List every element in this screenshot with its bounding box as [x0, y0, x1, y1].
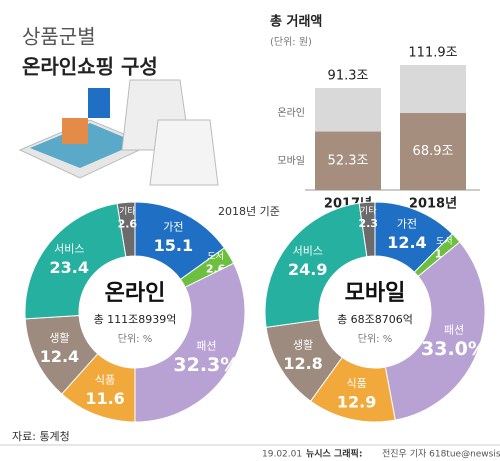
category-label: 기타 [119, 206, 136, 217]
value-label: 2.6 [118, 217, 138, 230]
donut-slice [264, 202, 368, 328]
value-label: 15.1 [154, 236, 193, 255]
legend-label: 모바일 [277, 155, 305, 167]
value-label: 68.9조 [413, 144, 454, 159]
category-label: 식품 [95, 373, 115, 386]
value-label: 12.8 [283, 354, 322, 373]
credit: 전진우 기자 618tue@newsis.com [382, 449, 500, 460]
note: 2018년 기준 [218, 205, 280, 218]
title-line2: 온라인쇼핑 구성 [22, 55, 158, 79]
date: 19.02.01 [262, 450, 302, 460]
bar [400, 113, 466, 190]
category-label: 패션 [444, 324, 464, 337]
agency: 뉴시스 그래픽: [306, 448, 362, 460]
category-label: 기타 [360, 206, 377, 217]
category-label: 서비스 [54, 243, 84, 256]
value-label: 2.3 [358, 217, 378, 230]
category-label: 패션 [196, 339, 216, 352]
title-line1: 상품군별 [22, 25, 96, 49]
bar [315, 131, 381, 190]
donut-slice [24, 202, 127, 320]
value-label: 12.4 [387, 233, 426, 252]
value-label: 12.9 [337, 392, 376, 411]
donut-unit: 단위: % [118, 332, 152, 345]
donut-slice [384, 241, 486, 421]
category-label: 서비스 [293, 245, 323, 258]
category-label: 가전 [397, 217, 417, 230]
value-label: 111.9조 [408, 46, 457, 61]
donut-title: 온라인 [105, 281, 166, 306]
donut-subtitle: 총 68조8706억 [337, 313, 413, 326]
donut-slice [116, 201, 136, 258]
value-label: 33.0% [421, 338, 487, 360]
donut-center [80, 257, 190, 367]
category-label: 도서 [436, 236, 453, 247]
value-label: 24.9 [288, 260, 327, 279]
illustration [18, 79, 219, 186]
value-label: 91.3조 [328, 69, 369, 84]
legend-label: 온라인 [277, 107, 305, 119]
source: 자료: 통계청 [12, 430, 70, 443]
bar-title: 총 거래액 [270, 14, 322, 30]
category-label: 생활 [293, 337, 313, 351]
donut-slice [134, 262, 246, 423]
value-label: 23.4 [50, 258, 89, 277]
donut-title: 모바일 [345, 281, 406, 306]
donut-subtitle: 총 111조8939억 [94, 313, 177, 326]
category-label: 생활 [49, 331, 69, 345]
value-label: 52.3조 [328, 153, 369, 168]
category-label: 도서 [207, 251, 224, 262]
donut-unit: 단위: % [358, 332, 392, 345]
value-label: 11.6 [85, 389, 124, 408]
donut-slice [358, 201, 376, 258]
donut-center [320, 257, 430, 367]
category-label: 가전 [163, 220, 183, 233]
value-label: 32.3% [173, 354, 239, 376]
value-label: 12.4 [40, 347, 79, 366]
x-label: 2018년 [409, 197, 457, 212]
bar-subtitle: (단위: 원) [270, 35, 312, 48]
category-label: 식품 [347, 377, 367, 390]
